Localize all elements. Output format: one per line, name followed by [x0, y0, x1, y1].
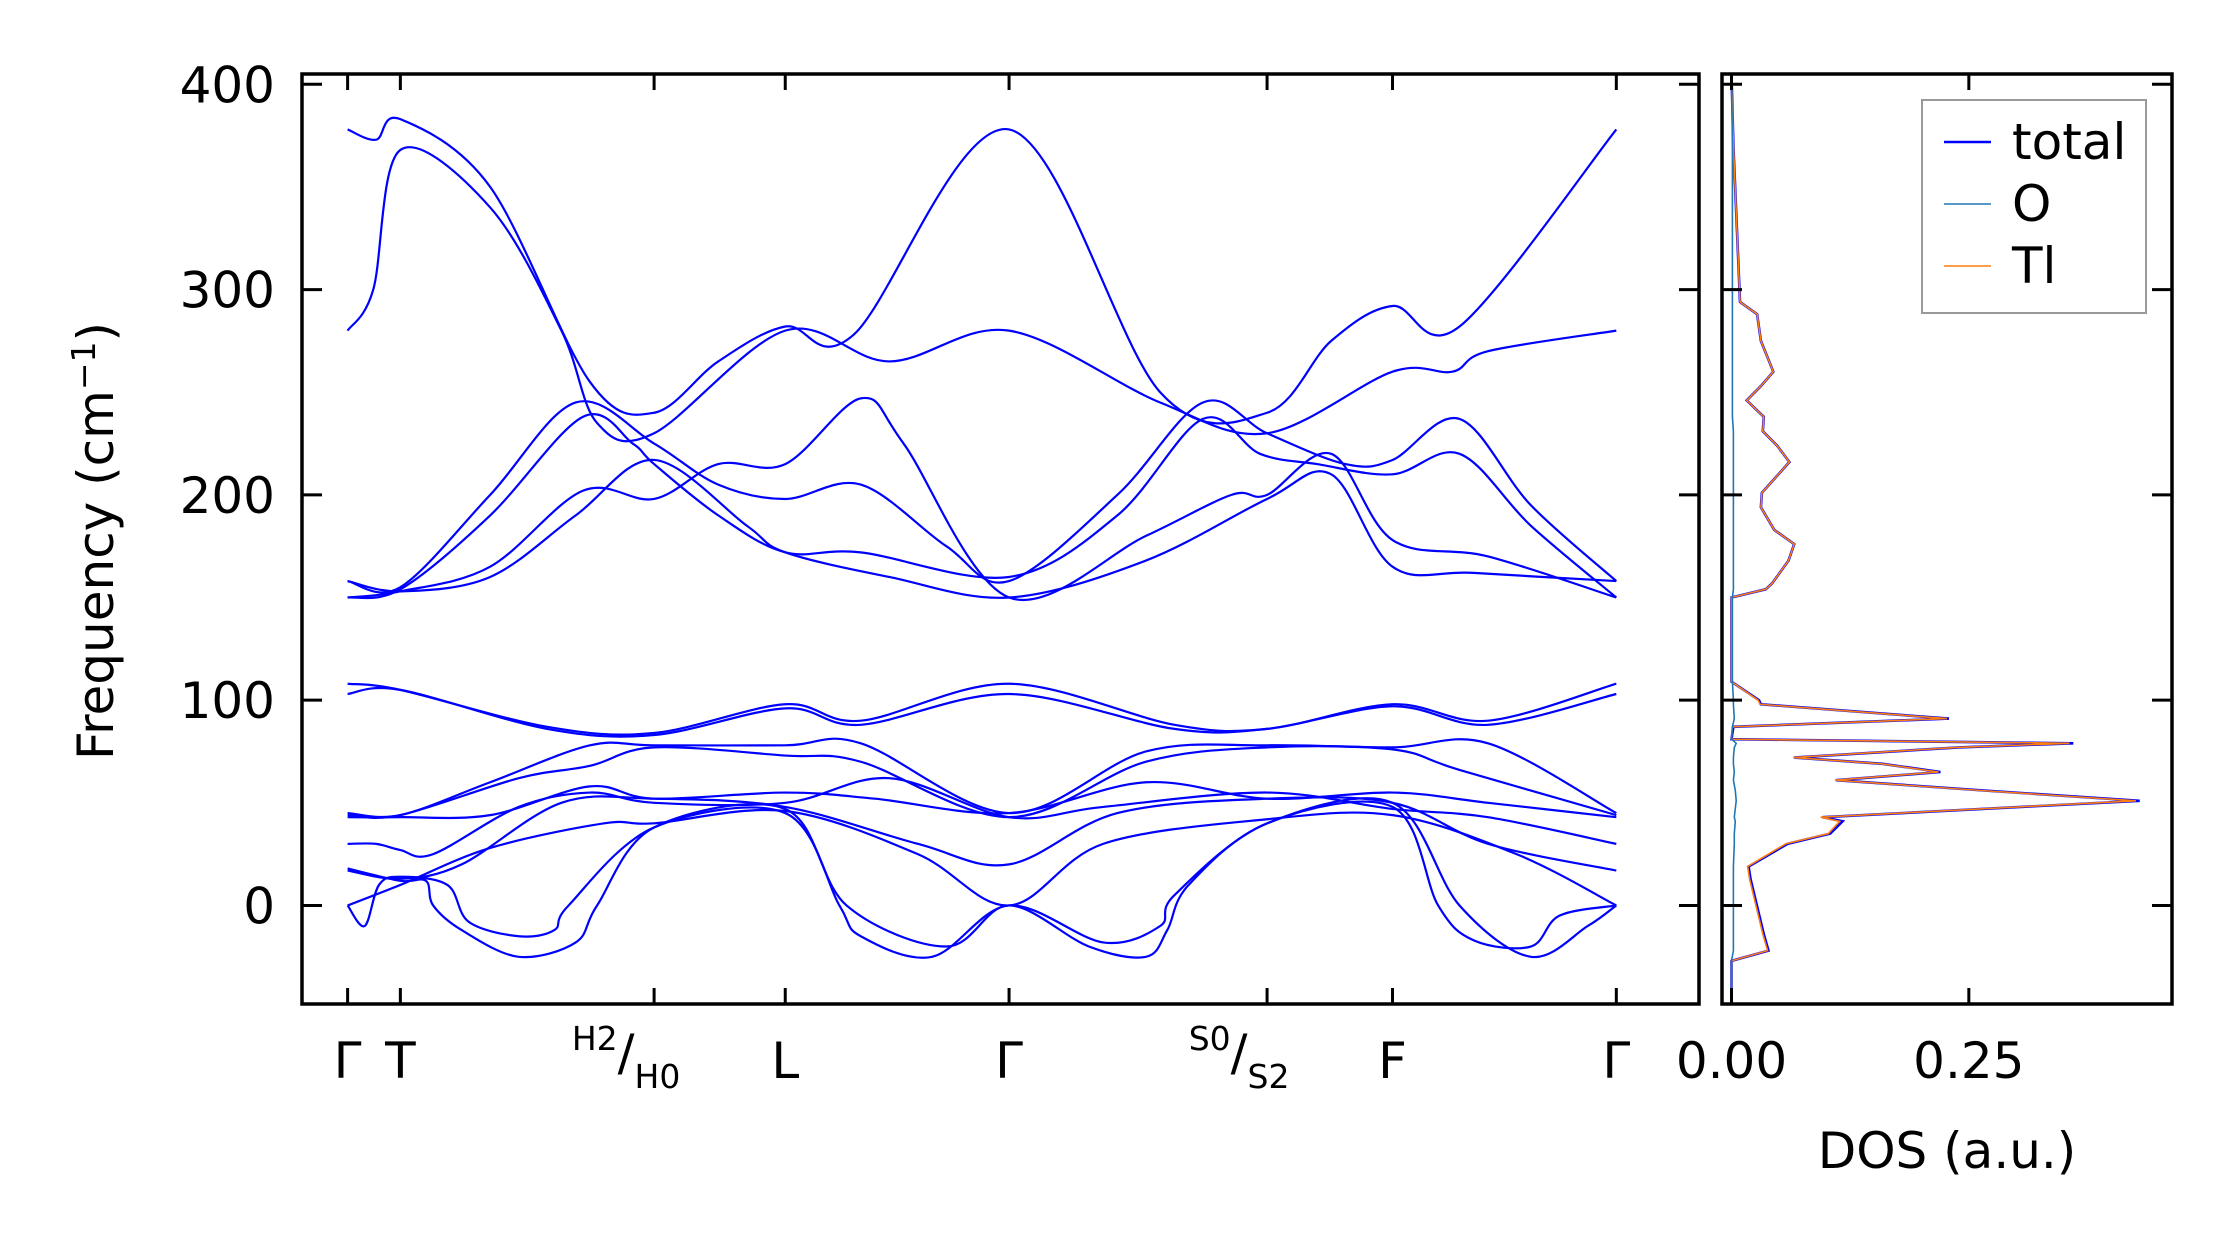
- band-line-8: [347, 737, 1617, 819]
- band-line-2: [347, 399, 1618, 594]
- band-line-4: [347, 396, 1617, 601]
- band-line-0: [347, 116, 1618, 425]
- y-tick-label: 400: [180, 56, 275, 114]
- kpoint-label-4: Γ: [995, 1032, 1023, 1090]
- dos-axes-frame: [1720, 72, 2174, 1006]
- band-lines: [346, 116, 1618, 959]
- kpoint-labels: Γ T H2/H0 L Γ S0/S2 F Γ: [334, 1019, 1631, 1096]
- y-tick-label: 100: [180, 672, 275, 730]
- band-line-15: [347, 797, 1617, 959]
- kpoint-label-6: F: [1378, 1032, 1407, 1090]
- band-line-3: [347, 413, 1618, 600]
- kpoint-label-5: S0/S2: [1189, 1019, 1290, 1096]
- legend-label-tl: Tl: [2011, 237, 2056, 295]
- kpoint-label-0: Γ: [334, 1032, 362, 1090]
- y-axis-label-main: Frequency (cm: [67, 390, 125, 760]
- y-tick-label: 200: [180, 467, 275, 525]
- legend-box: [1921, 99, 2147, 314]
- band-line-7: [347, 686, 1617, 738]
- kpoint-label-upper: S0: [1189, 1019, 1231, 1058]
- kpoint-label-lower: H0: [635, 1057, 681, 1096]
- dos-x-tick-label: 0.25: [1913, 1032, 2024, 1090]
- x-axis-label-dos: DOS (a.u.): [1818, 1122, 2077, 1180]
- kpoint-label-7: Γ: [1602, 1032, 1630, 1090]
- y-tick-label: 300: [180, 262, 275, 320]
- dos-x-tick-label: 0.00: [1676, 1032, 1787, 1090]
- kpoint-label-2: H2/H0: [572, 1019, 680, 1096]
- dos-line-tl: [1730, 73, 2136, 1004]
- kpoint-label-slash: /: [1231, 1024, 1248, 1082]
- dos-x-tick-labels: 0.00 0.25: [1676, 1032, 2025, 1090]
- dos-ticks: [1722, 74, 2172, 1004]
- kpoint-label-upper: H2: [572, 1019, 618, 1058]
- band-line-6: [347, 682, 1617, 736]
- legend-label-total: total: [2012, 113, 2126, 171]
- dos-line-o: [1730, 73, 1738, 1004]
- kpoint-label-slash: /: [618, 1024, 635, 1082]
- kpoint-label-lower: S2: [1248, 1057, 1290, 1096]
- y-axis-label-close: ): [67, 322, 125, 342]
- kpoint-label-1: T: [384, 1032, 416, 1090]
- kpoint-label-3: L: [771, 1032, 799, 1090]
- band-line-5: [347, 458, 1617, 599]
- y-axis-label: Frequency (cm−1): [64, 322, 125, 760]
- y-tick-label: 0: [243, 877, 275, 935]
- y-axis-label-superscript: −1: [64, 341, 103, 390]
- y-tick-labels: 0 100 200 300 400: [180, 56, 275, 935]
- dos-lines: [1729, 73, 2140, 1004]
- band-ticks: [302, 74, 1699, 1004]
- band-line-9: [347, 745, 1617, 819]
- band-line-12: [347, 795, 1617, 880]
- band-line-1: [346, 146, 1617, 443]
- band-axes-frame: [300, 72, 1701, 1006]
- band-line-11: [347, 777, 1617, 858]
- band-line-13: [347, 808, 1617, 907]
- legend-label-o: O: [2012, 175, 2051, 233]
- band-line-14: [346, 800, 1617, 959]
